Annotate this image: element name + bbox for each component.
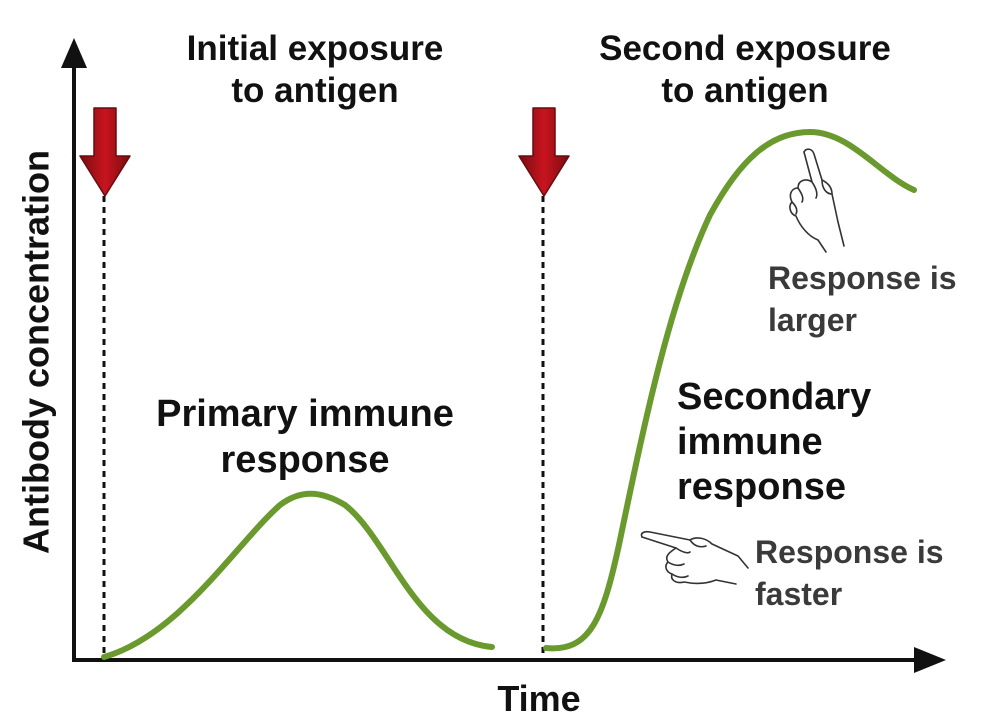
initial-exposure-line2: to antigen bbox=[231, 71, 399, 110]
secondary-response-curve bbox=[543, 128, 917, 652]
first-exposure-arrow-icon bbox=[79, 107, 131, 197]
response-larger-note: Response is larger bbox=[768, 258, 957, 341]
primary-response-label: Primary immune response bbox=[115, 392, 495, 483]
response-faster-line1: Response is bbox=[755, 534, 944, 570]
response-larger-line2: larger bbox=[768, 301, 857, 338]
primary-response-curve bbox=[101, 490, 495, 660]
second-exposure-line2: to antigen bbox=[661, 71, 829, 110]
primary-response-line1: Primary immune bbox=[156, 393, 454, 435]
initial-exposure-line1: Initial exposure bbox=[186, 29, 444, 68]
primary-response-line2: response bbox=[220, 438, 390, 481]
initial-exposure-label: Initial exposure to antigen bbox=[160, 28, 470, 112]
secondary-response-line3: response bbox=[677, 465, 846, 508]
y-axis-label: Antibody concentration bbox=[15, 150, 57, 554]
axes bbox=[61, 38, 946, 673]
y-axis-arrowhead bbox=[61, 38, 87, 68]
secondary-response-line2: immune bbox=[677, 420, 823, 463]
response-faster-note: Response is faster bbox=[755, 532, 944, 615]
secondary-response-label: Secondary immune response bbox=[677, 375, 871, 509]
pointing-hand-up-icon bbox=[789, 148, 845, 253]
pointing-hand-left-icon bbox=[640, 530, 749, 585]
x-axis-arrowhead bbox=[914, 647, 946, 673]
second-exposure-line1: Second exposure bbox=[599, 29, 891, 68]
second-exposure-arrow-icon bbox=[518, 107, 570, 197]
x-axis-label: Time bbox=[497, 678, 581, 719]
response-faster-line2: faster bbox=[755, 575, 843, 612]
response-larger-line1: Response is bbox=[768, 260, 957, 296]
second-exposure-label: Second exposure to antigen bbox=[585, 28, 905, 112]
secondary-response-line1: Secondary bbox=[677, 376, 872, 418]
